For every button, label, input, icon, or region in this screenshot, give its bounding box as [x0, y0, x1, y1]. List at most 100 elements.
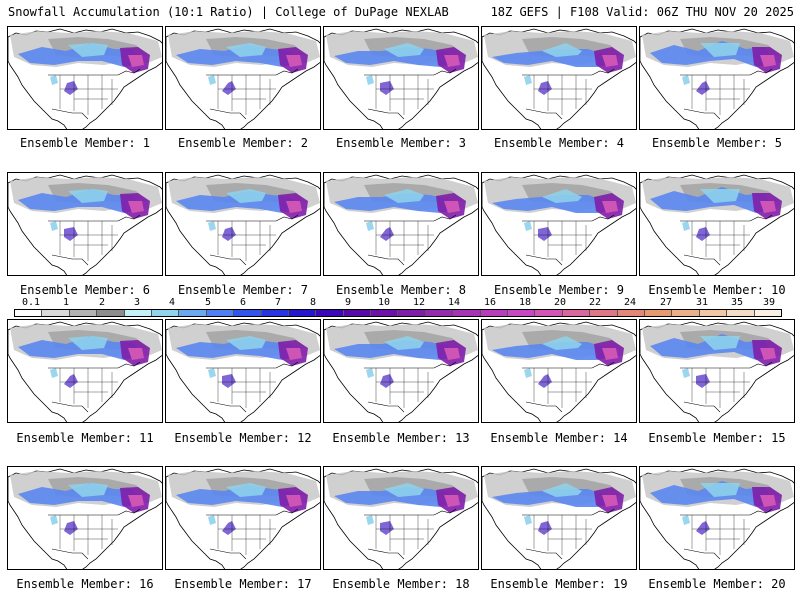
- colorbar-tick-label: 16: [483, 297, 497, 308]
- snow-west-patch: [208, 368, 216, 378]
- ensemble-member-label: Ensemble Member: 1: [19, 136, 151, 150]
- colorbar: [14, 309, 782, 317]
- snowfall-map: [324, 468, 478, 569]
- snow-magenta-core: [286, 201, 302, 213]
- snow-blue-band: [176, 191, 300, 213]
- ensemble-panel: [323, 319, 479, 423]
- snow-cyan-patch: [226, 483, 266, 497]
- country-border: [206, 508, 299, 560]
- ensemble-panel: [481, 319, 637, 423]
- ensemble-panel: [7, 319, 163, 423]
- snow-rockies-patch: [696, 227, 710, 241]
- colorbar-swatch: [562, 310, 591, 316]
- snow-rockies-patch: [538, 521, 552, 535]
- colorbar-tick-label: 10: [377, 297, 391, 308]
- state-borders: [375, 221, 434, 261]
- snow-cyan-patch: [700, 336, 740, 350]
- snow-cyan-patch: [384, 189, 424, 203]
- snow-west-patch: [366, 221, 374, 231]
- colorbar-tick-label: 2: [98, 297, 106, 308]
- snow-rockies-patch: [64, 521, 78, 535]
- snow-magenta-core: [128, 201, 144, 213]
- ensemble-member-label: Ensemble Member: 14: [490, 431, 628, 445]
- snow-cyan-patch: [384, 336, 424, 350]
- snow-blue-band: [334, 487, 458, 507]
- ensemble-panel: [639, 466, 795, 570]
- snow-cyan-patch: [68, 189, 108, 203]
- snow-blue-band: [176, 45, 300, 67]
- country-border: [680, 68, 773, 120]
- state-borders: [217, 515, 276, 555]
- snowfall-map: [166, 174, 320, 275]
- colorbar-swatch: [124, 310, 152, 316]
- colorbar-tick-label: 14: [447, 297, 461, 308]
- colorbar-swatch: [425, 310, 454, 316]
- snowfall-map: [324, 321, 478, 422]
- snow-magenta-core: [602, 201, 618, 213]
- snowfall-map: [482, 321, 636, 422]
- country-border: [48, 214, 141, 266]
- state-borders: [375, 368, 434, 408]
- ensemble-member-label: Ensemble Member: 9: [493, 283, 625, 297]
- ensemble-panel: [7, 172, 163, 276]
- colorbar-swatch: [42, 310, 70, 316]
- ensemble-member-label: Ensemble Member: 18: [332, 577, 470, 591]
- colorbar-swatch: [234, 310, 262, 316]
- snow-cyan-patch: [542, 336, 582, 350]
- ensemble-member-label: Ensemble Member: 13: [332, 431, 470, 445]
- snow-cyan-patch: [542, 483, 582, 497]
- country-border: [680, 214, 773, 266]
- snow-magenta-core: [444, 55, 460, 67]
- snowfall-map: [640, 468, 794, 569]
- colorbar-tick-label: 20: [553, 297, 567, 308]
- colorbar-swatch: [644, 310, 673, 316]
- state-borders: [691, 75, 750, 115]
- snow-cyan-patch: [542, 43, 582, 57]
- colorbar-swatch: [727, 310, 755, 316]
- colorbar-swatch: [480, 310, 509, 316]
- snow-magenta-core: [128, 55, 144, 67]
- country-border: [522, 214, 615, 266]
- ensemble-member-label: Ensemble Member: 10: [648, 283, 786, 297]
- snow-blue-band: [334, 193, 458, 213]
- colorbar-swatch: [316, 310, 344, 316]
- colorbar-swatch: [343, 310, 372, 316]
- snow-west-patch: [50, 515, 58, 525]
- snow-magenta-core: [444, 348, 460, 360]
- state-borders: [217, 75, 276, 115]
- colorbar-tick-label: 39: [762, 297, 776, 308]
- colorbar-tick-label: 6: [239, 297, 247, 308]
- ensemble-member-label: Ensemble Member: 3: [335, 136, 467, 150]
- snowfall-map: [482, 28, 636, 129]
- snow-magenta-core: [760, 495, 776, 507]
- ensemble-panel: [323, 172, 479, 276]
- snow-blue-band: [176, 338, 300, 360]
- snow-rockies-patch: [222, 81, 236, 95]
- country-border: [364, 508, 457, 560]
- snow-cyan-patch: [542, 189, 582, 203]
- snow-west-patch: [524, 75, 532, 85]
- snow-blue-band: [334, 340, 458, 360]
- colorbar-tick-label: 8: [309, 297, 317, 308]
- state-borders: [375, 75, 434, 115]
- snow-rockies-patch: [380, 374, 394, 388]
- ensemble-panel: [639, 172, 795, 276]
- ensemble-member-label: Ensemble Member: 7: [177, 283, 309, 297]
- country-border: [522, 508, 615, 560]
- snow-west-patch: [682, 221, 690, 231]
- ensemble-member-label: Ensemble Member: 5: [651, 136, 783, 150]
- valid-time-label: 18Z GEFS | F108 Valid: 06Z THU NOV 20 20…: [490, 5, 794, 19]
- snowfall-map: [166, 321, 320, 422]
- snow-magenta-core: [602, 348, 618, 360]
- country-border: [364, 214, 457, 266]
- snow-west-patch: [50, 221, 58, 231]
- colorbar-swatch: [535, 310, 563, 316]
- ensemble-panel: [639, 26, 795, 130]
- ensemble-member-label: Ensemble Member: 16: [16, 577, 154, 591]
- snow-rockies-patch: [64, 227, 78, 241]
- snow-rockies-patch: [538, 227, 552, 241]
- country-border: [206, 361, 299, 413]
- colorbar-swatch: [590, 310, 618, 316]
- snow-west-patch: [208, 221, 216, 231]
- snow-cyan-patch: [700, 43, 740, 57]
